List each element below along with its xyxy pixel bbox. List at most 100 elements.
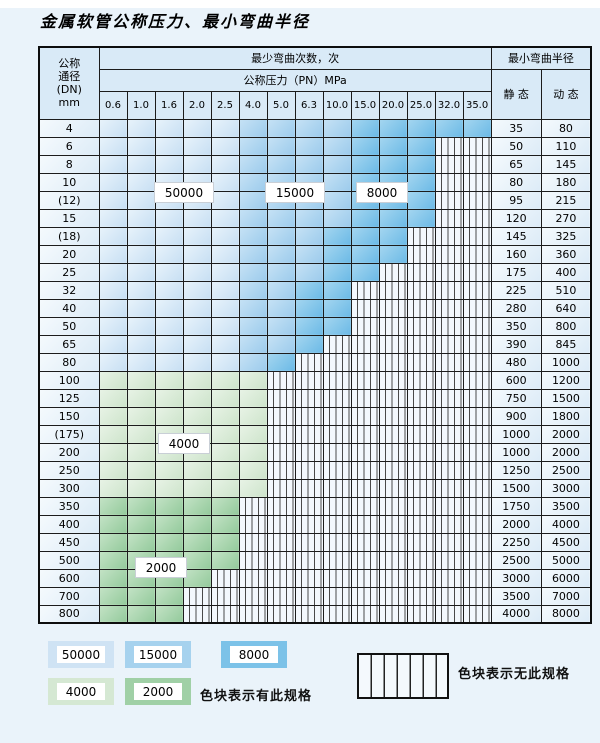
no-spec-cell <box>406 514 436 534</box>
no-spec-cell <box>322 532 352 552</box>
cycle-cell-2000 <box>98 550 128 570</box>
no-spec-cell <box>322 514 352 534</box>
cycle-cell-50000 <box>210 334 240 354</box>
no-spec-cell <box>434 352 464 372</box>
dn-cell: 32 <box>38 280 100 300</box>
dynamic-cell: 1800 <box>540 406 592 426</box>
cycle-cell-4000 <box>154 460 184 480</box>
no-spec-cell <box>462 568 492 588</box>
cycle-cell-15000 <box>322 154 352 174</box>
no-spec-cell <box>294 424 324 444</box>
legend-no-spec-swatch <box>357 653 449 699</box>
cycle-cell-50000 <box>126 226 156 246</box>
cycle-cell-50000 <box>126 298 156 318</box>
cycle-cell-15000 <box>238 352 268 372</box>
dynamic-cell: 2000 <box>540 424 592 444</box>
no-spec-cell <box>378 370 408 390</box>
no-spec-cell <box>434 190 464 210</box>
dn-cell: 15 <box>38 208 100 228</box>
cycle-cell-4000 <box>210 424 240 444</box>
dn-cell: 450 <box>38 532 100 552</box>
static-cell: 95 <box>490 190 542 210</box>
cycle-cell-50000 <box>126 136 156 156</box>
no-spec-cell <box>434 568 464 588</box>
cycle-cell-15000 <box>294 226 324 246</box>
pressure-tick: 4.0 <box>238 90 268 120</box>
no-spec-cell <box>378 298 408 318</box>
no-spec-cell <box>434 370 464 390</box>
dynamic-cell: 145 <box>540 154 592 174</box>
cycle-cell-50000 <box>126 154 156 174</box>
no-spec-cell <box>294 496 324 516</box>
static-cell: 145 <box>490 226 542 246</box>
no-spec-cell <box>462 226 492 246</box>
no-spec-cell <box>462 208 492 228</box>
no-spec-cell <box>406 406 436 426</box>
no-spec-cell <box>350 532 380 552</box>
static-cell: 2000 <box>490 514 542 534</box>
cycle-cell-15000 <box>322 208 352 228</box>
cycle-cell-50000 <box>210 226 240 246</box>
table-row: 20 160 360 <box>38 244 592 264</box>
table-row: 350 1750 3500 <box>38 496 592 516</box>
no-spec-cell <box>434 532 464 552</box>
cycle-cell-2000 <box>210 532 240 552</box>
no-spec-cell <box>434 208 464 228</box>
cycle-cell-15000 <box>238 226 268 246</box>
no-spec-cell <box>350 514 380 534</box>
no-spec-cell <box>350 442 380 462</box>
no-spec-cell <box>322 442 352 462</box>
dynamic-cell: 4500 <box>540 532 592 552</box>
no-spec-cell <box>266 370 296 390</box>
cycle-cell-4000 <box>238 442 268 462</box>
cycle-cell-15000 <box>294 136 324 156</box>
cycle-cell-50000 <box>98 118 128 138</box>
no-spec-cell <box>462 298 492 318</box>
legend-no-spec-note: 色块表示无此规格 <box>458 667 571 682</box>
cycle-cell-4000 <box>210 370 240 390</box>
dn-cell: 100 <box>38 370 100 390</box>
cycle-cell-15000 <box>294 262 324 282</box>
no-spec-cell <box>406 352 436 372</box>
no-spec-cell <box>350 370 380 390</box>
static-cell: 390 <box>490 334 542 354</box>
cycle-cell-4000 <box>126 478 156 498</box>
cycle-cell-50000 <box>210 244 240 264</box>
cycle-cell-50000 <box>182 298 212 318</box>
cycle-cell-50000 <box>182 334 212 354</box>
table-row: 500 2500 5000 <box>38 550 592 570</box>
cycle-cell-8000 <box>406 190 436 210</box>
cycle-cell-15000 <box>322 136 352 156</box>
legend-swatch-50000: 50000 <box>48 641 114 668</box>
no-spec-cell <box>266 406 296 426</box>
no-spec-cell <box>238 604 268 624</box>
static-cell: 3000 <box>490 568 542 588</box>
cycle-cell-4000 <box>238 388 268 408</box>
static-cell: 2500 <box>490 550 542 570</box>
cycle-cell-50000 <box>154 262 184 282</box>
table-row: 300 1500 3000 <box>38 478 592 498</box>
static-cell: 1000 <box>490 424 542 444</box>
no-spec-cell <box>406 460 436 480</box>
no-spec-cell <box>462 136 492 156</box>
cycle-cell-4000 <box>126 460 156 480</box>
no-spec-cell <box>378 424 408 444</box>
cycle-cell-50000 <box>98 208 128 228</box>
cycle-cell-4000 <box>182 370 212 390</box>
no-spec-cell <box>294 478 324 498</box>
table-row: 32 225 510 <box>38 280 592 300</box>
static-cell: 3500 <box>490 586 542 606</box>
pressure-tick: 6.3 <box>294 90 324 120</box>
no-spec-cell <box>378 604 408 624</box>
cycle-cell-8000 <box>406 208 436 228</box>
cycle-cell-50000 <box>98 316 128 336</box>
table-row: 400 2000 4000 <box>38 514 592 534</box>
cycle-cell-4000 <box>182 460 212 480</box>
no-spec-cell <box>378 334 408 354</box>
dynamic-cell: 270 <box>540 208 592 228</box>
no-spec-cell <box>322 388 352 408</box>
cycle-cell-50000 <box>210 190 240 210</box>
cycle-cell-2000 <box>126 514 156 534</box>
cycle-cell-50000 <box>210 208 240 228</box>
dynamic-cell: 845 <box>540 334 592 354</box>
